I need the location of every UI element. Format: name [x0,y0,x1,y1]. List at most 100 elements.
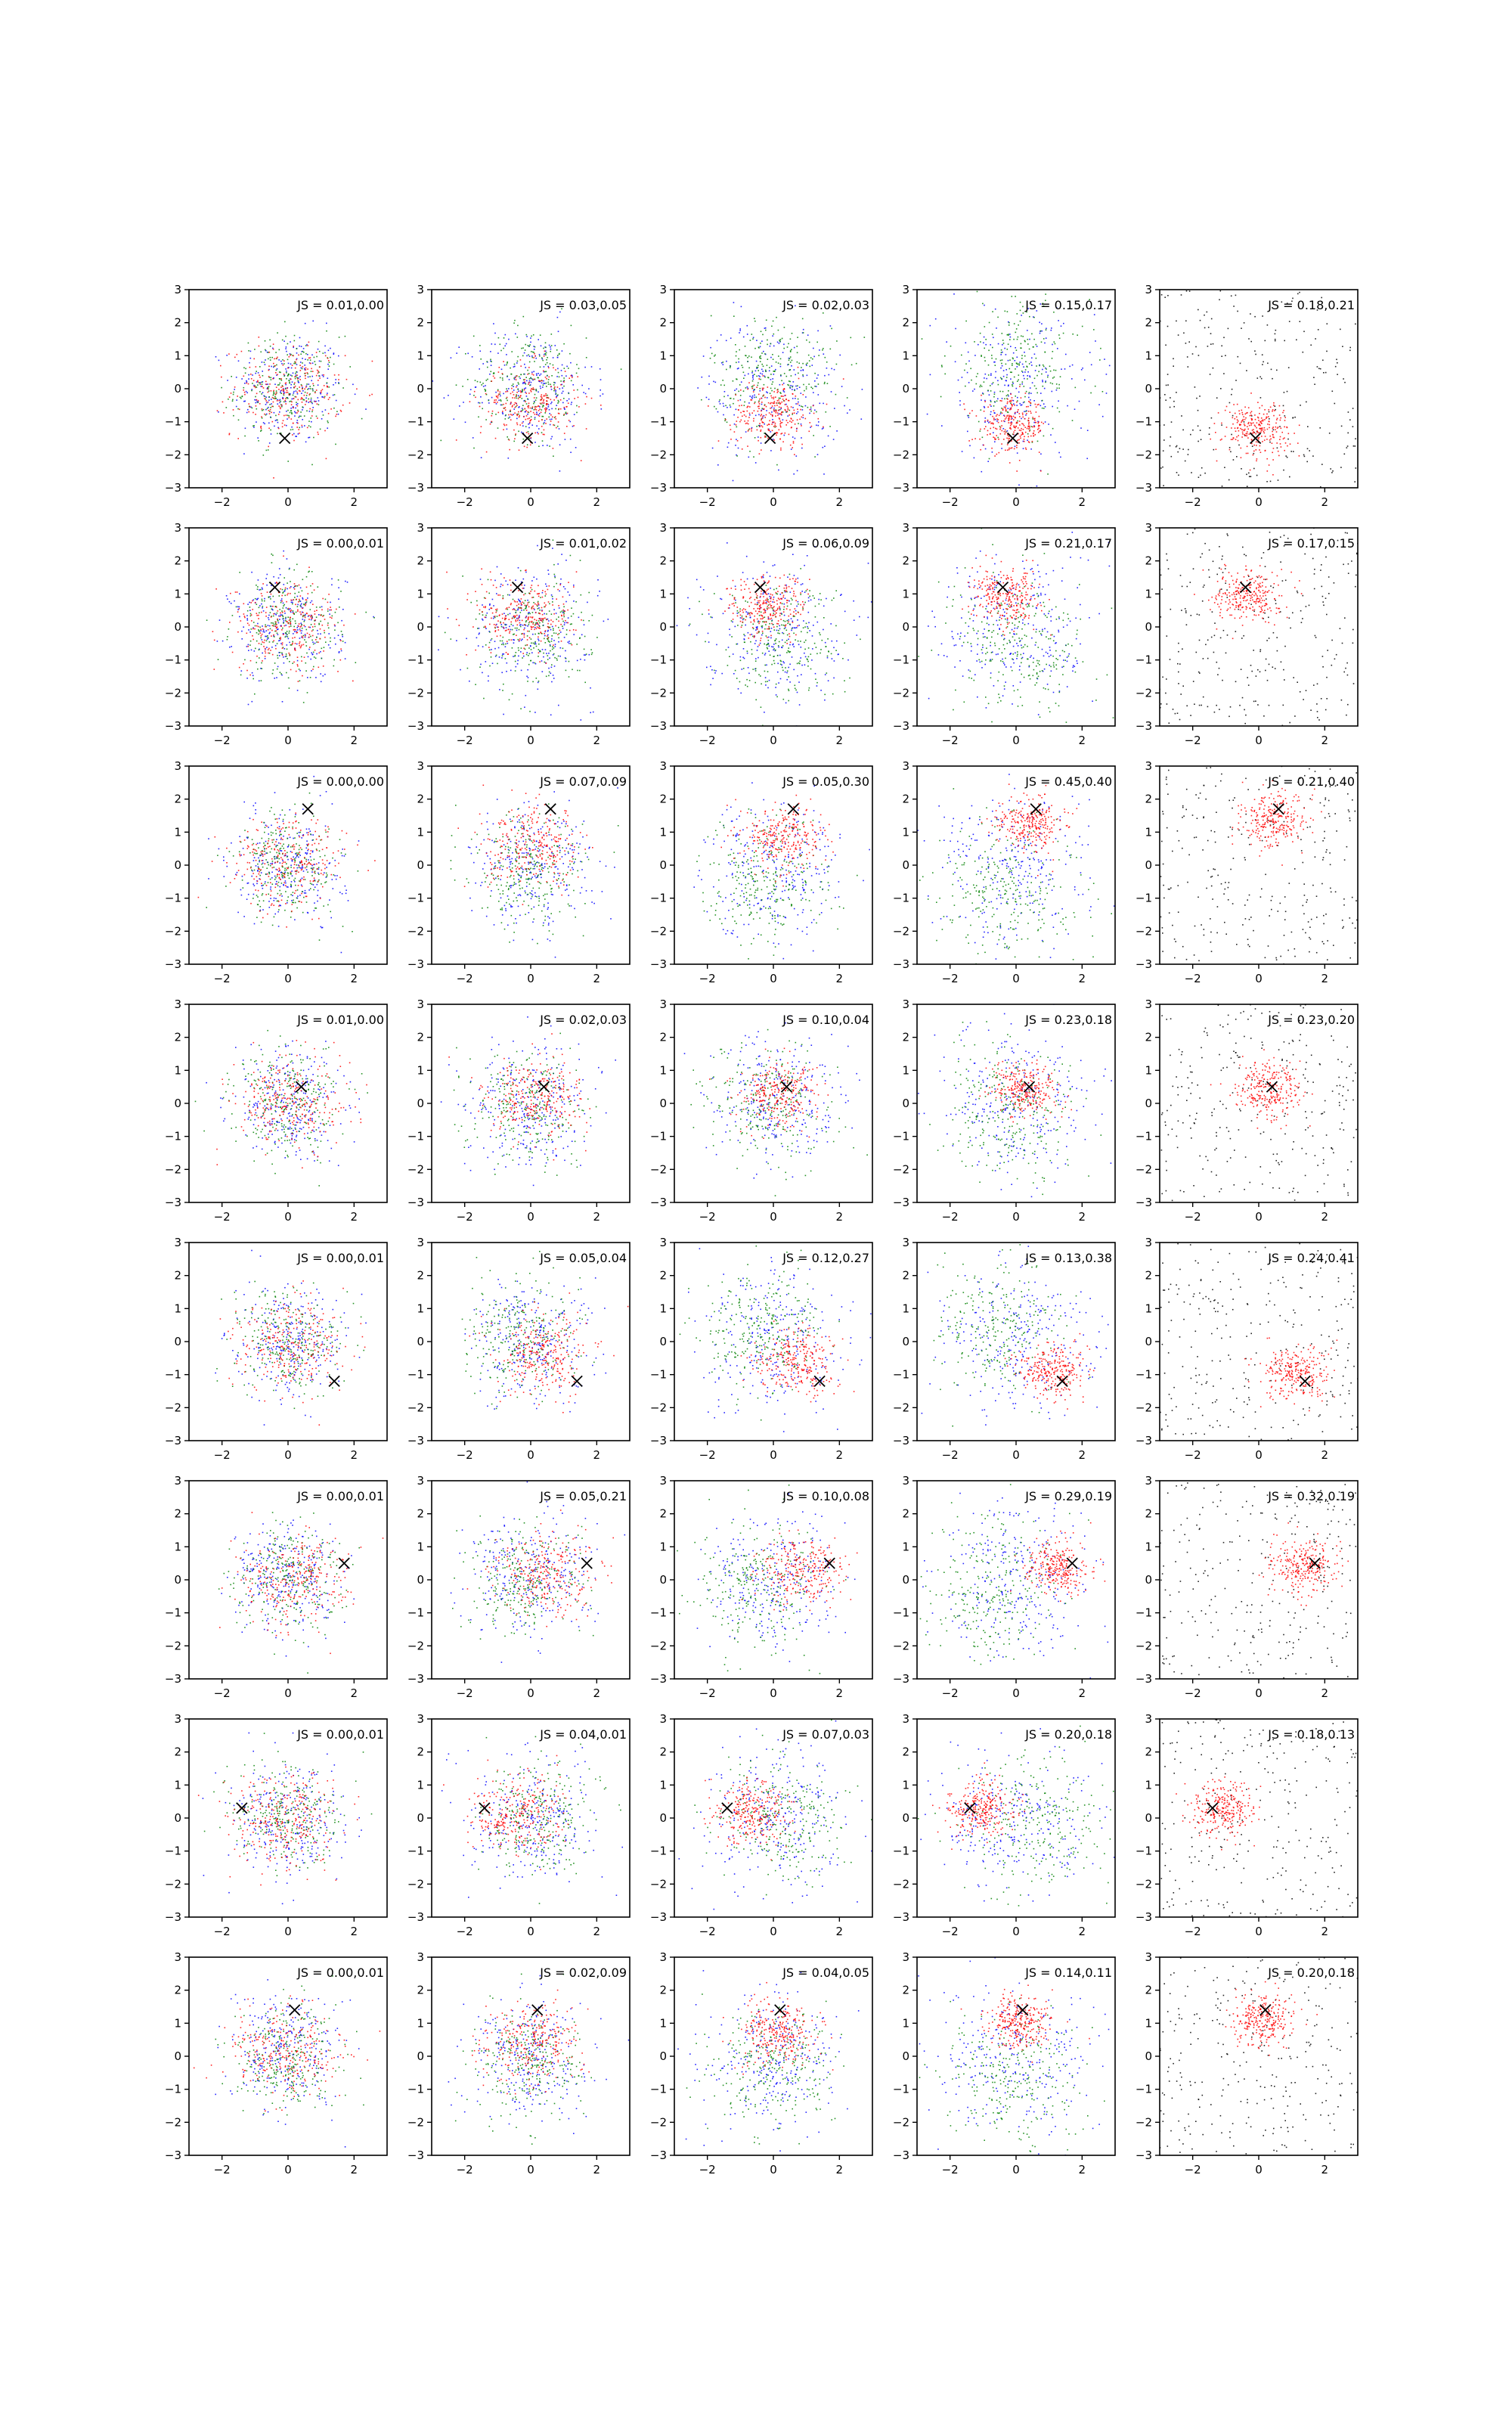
point-blue [1089,352,1091,353]
point-red [1040,470,1042,472]
point-blue [307,656,309,658]
point-red [281,647,284,649]
point-blue [495,391,497,393]
point-red [1033,430,1035,432]
point-red [739,405,740,407]
point-blue [556,395,558,397]
point-green [318,623,320,625]
point-green [1009,371,1012,373]
point-red [1237,427,1239,429]
point-red [1001,400,1002,402]
point-blue [564,439,566,440]
point-blue [259,382,261,383]
point-blue [327,349,330,352]
y-tick-label: −2 [893,448,909,461]
point-green [239,572,240,573]
point-blue [525,391,526,393]
point-red [261,416,262,417]
point-blue [981,399,982,401]
point-blue [500,368,503,371]
point-green [770,387,772,389]
point-red [281,594,283,597]
point-blue [262,631,264,633]
point-green [269,605,271,607]
point-red [287,621,288,623]
point-green [546,386,547,387]
point-red [577,376,578,377]
point-red [1034,434,1036,436]
point-green [295,376,297,377]
point-green [552,364,554,366]
point-green [280,673,282,675]
point-green [990,401,992,402]
point-black [1209,374,1211,375]
point-green [333,363,335,365]
point-red [1003,406,1005,408]
point-blue [590,712,591,714]
point-red [249,659,252,662]
point-blue [563,610,565,612]
point-green [268,386,270,388]
point-green [306,410,308,412]
point-green [528,653,531,655]
point-blue [534,642,536,644]
point-red [744,420,745,422]
point-blue [564,622,565,624]
point-blue [555,613,557,614]
point-green [789,338,792,340]
point-green [773,371,776,372]
point-red [1266,428,1269,430]
point-green [272,615,274,617]
point-red [258,618,259,619]
point-green [300,383,302,386]
point-red [1005,431,1007,433]
point-green [981,436,984,439]
point-blue [536,623,538,625]
point-green [979,430,981,432]
point-blue [751,427,753,429]
point-green [518,396,520,398]
point-green [273,625,274,627]
point-blue [1028,392,1030,395]
point-blue [268,442,271,444]
point-green [277,654,278,656]
point-green [310,624,312,625]
point-green [568,660,570,662]
point-red [773,426,775,427]
point-blue [312,641,314,643]
point-green [330,641,331,642]
point-blue [1050,329,1052,331]
point-red [996,453,998,455]
point-blue [331,578,333,580]
point-green [280,404,282,405]
point-red [994,439,996,440]
point-green [554,656,556,659]
point-blue [333,384,334,386]
point-green [772,358,774,360]
y-tick-label: 0 [174,382,181,396]
point-blue [723,414,724,416]
point-green [1021,355,1023,356]
point-blue [514,365,516,368]
point-red [333,624,336,626]
point-red [228,433,231,436]
point-red [255,405,257,407]
point-blue [544,346,546,348]
point-red [528,383,529,385]
point-black [1175,446,1177,448]
point-red [273,634,274,636]
point-blue [736,388,738,390]
point-green [1007,343,1009,345]
point-blue [839,354,841,356]
point-red [511,414,513,416]
point-blue [531,355,533,357]
point-red [1247,421,1250,424]
point-red [247,645,249,647]
point-blue [997,398,999,400]
point-green [988,458,990,460]
point-red [767,437,769,439]
point-blue [1040,453,1042,455]
point-green [764,404,766,405]
point-blue [794,389,795,391]
